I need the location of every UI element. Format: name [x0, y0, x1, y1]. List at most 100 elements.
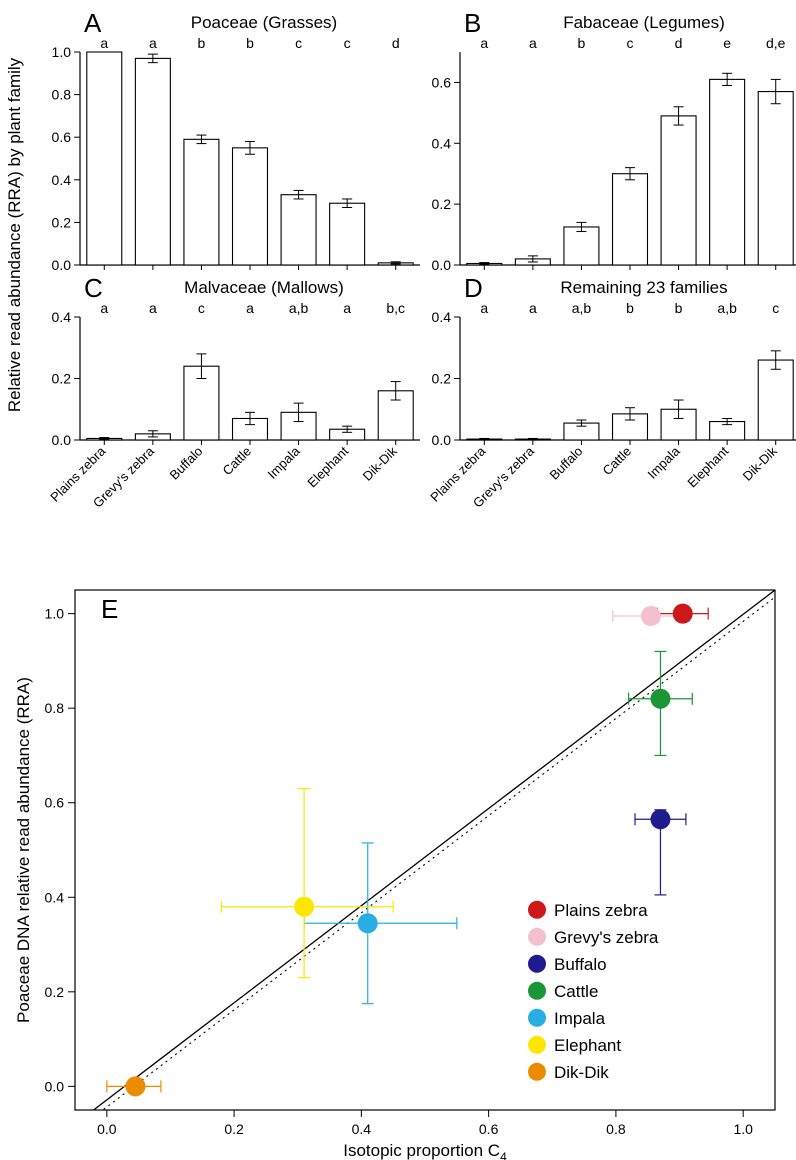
svg-text:A: A	[84, 8, 102, 38]
legend-label: Grevy's zebra	[554, 928, 659, 947]
svg-text:e: e	[723, 35, 731, 51]
svg-text:0.0: 0.0	[432, 432, 452, 448]
svg-text:1.0: 1.0	[52, 44, 72, 60]
svg-text:a: a	[529, 300, 537, 316]
svg-text:Impala: Impala	[644, 443, 683, 482]
legend-label: Cattle	[554, 982, 598, 1001]
figure-root: Relative read abundance (RRA) by plant f…	[0, 0, 796, 1160]
svg-text:Dik-Dik: Dik-Dik	[360, 443, 401, 484]
svg-text:d: d	[675, 35, 683, 51]
bar	[710, 79, 745, 265]
svg-text:b: b	[578, 35, 586, 51]
legend-label: Dik-Dik	[554, 1063, 609, 1082]
svg-text:a: a	[480, 300, 488, 316]
panel-C: 0.00.20.4CMalvaceae (Mallows)aPlains zeb…	[47, 273, 420, 511]
svg-text:a: a	[343, 300, 351, 316]
svg-text:a: a	[480, 35, 488, 51]
legend-swatch	[528, 1063, 546, 1081]
scatter-point	[650, 689, 670, 709]
panel-E: 0.00.20.40.60.81.00.00.20.40.60.81.0Poac…	[14, 590, 775, 1160]
svg-text:0.2: 0.2	[45, 984, 65, 1000]
legend-label: Buffalo	[554, 955, 607, 974]
svg-text:0.4: 0.4	[52, 309, 72, 325]
svg-text:Cattle: Cattle	[599, 444, 634, 479]
scatter-point	[358, 913, 378, 933]
svg-text:0.0: 0.0	[432, 257, 452, 273]
svg-text:0.6: 0.6	[52, 129, 72, 145]
legend-swatch	[528, 1009, 546, 1027]
svg-text:a: a	[149, 35, 157, 51]
svg-text:0.6: 0.6	[432, 74, 452, 90]
svg-text:0.2: 0.2	[432, 371, 452, 387]
svg-text:Elephant: Elephant	[304, 443, 351, 490]
scatter-point	[641, 606, 661, 626]
svg-text:b: b	[246, 35, 254, 51]
svg-text:a,b: a,b	[572, 300, 592, 316]
svg-text:0.2: 0.2	[432, 196, 452, 212]
legend-swatch	[528, 901, 546, 919]
bar	[135, 58, 170, 265]
svg-text:d: d	[392, 35, 400, 51]
svg-text:C: C	[84, 273, 103, 303]
svg-text:Cattle: Cattle	[219, 444, 254, 479]
svg-text:Isotopic proportion C4: Isotopic proportion C4	[343, 1141, 507, 1160]
svg-text:D: D	[464, 273, 483, 303]
legend-label: Plains zebra	[554, 901, 648, 920]
svg-text:a: a	[529, 35, 537, 51]
svg-text:d,e: d,e	[766, 35, 786, 51]
legend-swatch	[528, 955, 546, 973]
svg-text:Remaining 23 families: Remaining 23 families	[560, 278, 727, 297]
svg-text:b: b	[626, 300, 634, 316]
svg-text:B: B	[464, 8, 481, 38]
svg-text:c: c	[627, 35, 634, 51]
legend-swatch	[528, 982, 546, 1000]
svg-text:c: c	[772, 300, 779, 316]
svg-text:Buffalo: Buffalo	[546, 444, 585, 483]
svg-text:b: b	[198, 35, 206, 51]
svg-text:0.8: 0.8	[606, 1121, 626, 1137]
svg-text:0.6: 0.6	[45, 795, 65, 811]
svg-text:a,b: a,b	[289, 300, 309, 316]
panel-B: 0.0 0.2 0.4 0.6 B Fabaceae (Legumes) a a b c d e d,e	[432, 8, 796, 273]
svg-text:b,c: b,c	[386, 300, 405, 316]
legend-swatch	[528, 928, 546, 946]
bar	[758, 92, 793, 265]
bar	[330, 203, 365, 265]
svg-text:Elephant: Elephant	[684, 443, 731, 490]
legend-swatch	[528, 1036, 546, 1054]
panel-A: 0.00.20.40.60.81.0APoaceae (Grasses)aabb…	[52, 8, 420, 273]
svg-text:Buffalo: Buffalo	[166, 444, 205, 483]
svg-text:1.0: 1.0	[733, 1121, 753, 1137]
svg-text:a: a	[100, 35, 108, 51]
bar	[564, 227, 599, 265]
bar	[661, 116, 696, 265]
svg-text:Relative read abundance (RRA): Relative read abundance (RRA) by plant f…	[5, 57, 24, 412]
svg-text:a: a	[149, 300, 157, 316]
scatter-point	[125, 1076, 145, 1096]
svg-text:0.0: 0.0	[97, 1121, 117, 1137]
svg-text:a: a	[246, 300, 254, 316]
bar	[87, 52, 122, 265]
bar	[184, 139, 219, 265]
svg-text:0.4: 0.4	[52, 172, 72, 188]
svg-text:c: c	[295, 35, 302, 51]
svg-text:0.4: 0.4	[432, 135, 452, 151]
scatter-point	[294, 897, 314, 917]
svg-text:0.2: 0.2	[52, 371, 72, 387]
svg-text:Dik-Dik: Dik-Dik	[740, 443, 781, 484]
svg-text:1.0: 1.0	[45, 606, 65, 622]
svg-text:Fabaceae (Legumes): Fabaceae (Legumes)	[563, 13, 725, 32]
svg-text:0.0: 0.0	[52, 257, 72, 273]
svg-text:0.8: 0.8	[52, 87, 72, 103]
scatter-point	[650, 809, 670, 829]
svg-text:0.0: 0.0	[52, 432, 72, 448]
svg-text:Poaceae DNA relative read abun: Poaceae DNA relative read abundance (RRA…	[14, 677, 33, 1023]
panel-D: 0.00.20.4DRemaining 23 familiesaPlains z…	[427, 273, 796, 511]
bar	[233, 148, 268, 265]
svg-text:0.4: 0.4	[432, 309, 452, 325]
svg-text:a: a	[100, 300, 108, 316]
svg-text:0.4: 0.4	[45, 889, 65, 905]
svg-text:0.6: 0.6	[479, 1121, 499, 1137]
legend-label: Elephant	[554, 1036, 621, 1055]
svg-text:Impala: Impala	[264, 443, 303, 482]
